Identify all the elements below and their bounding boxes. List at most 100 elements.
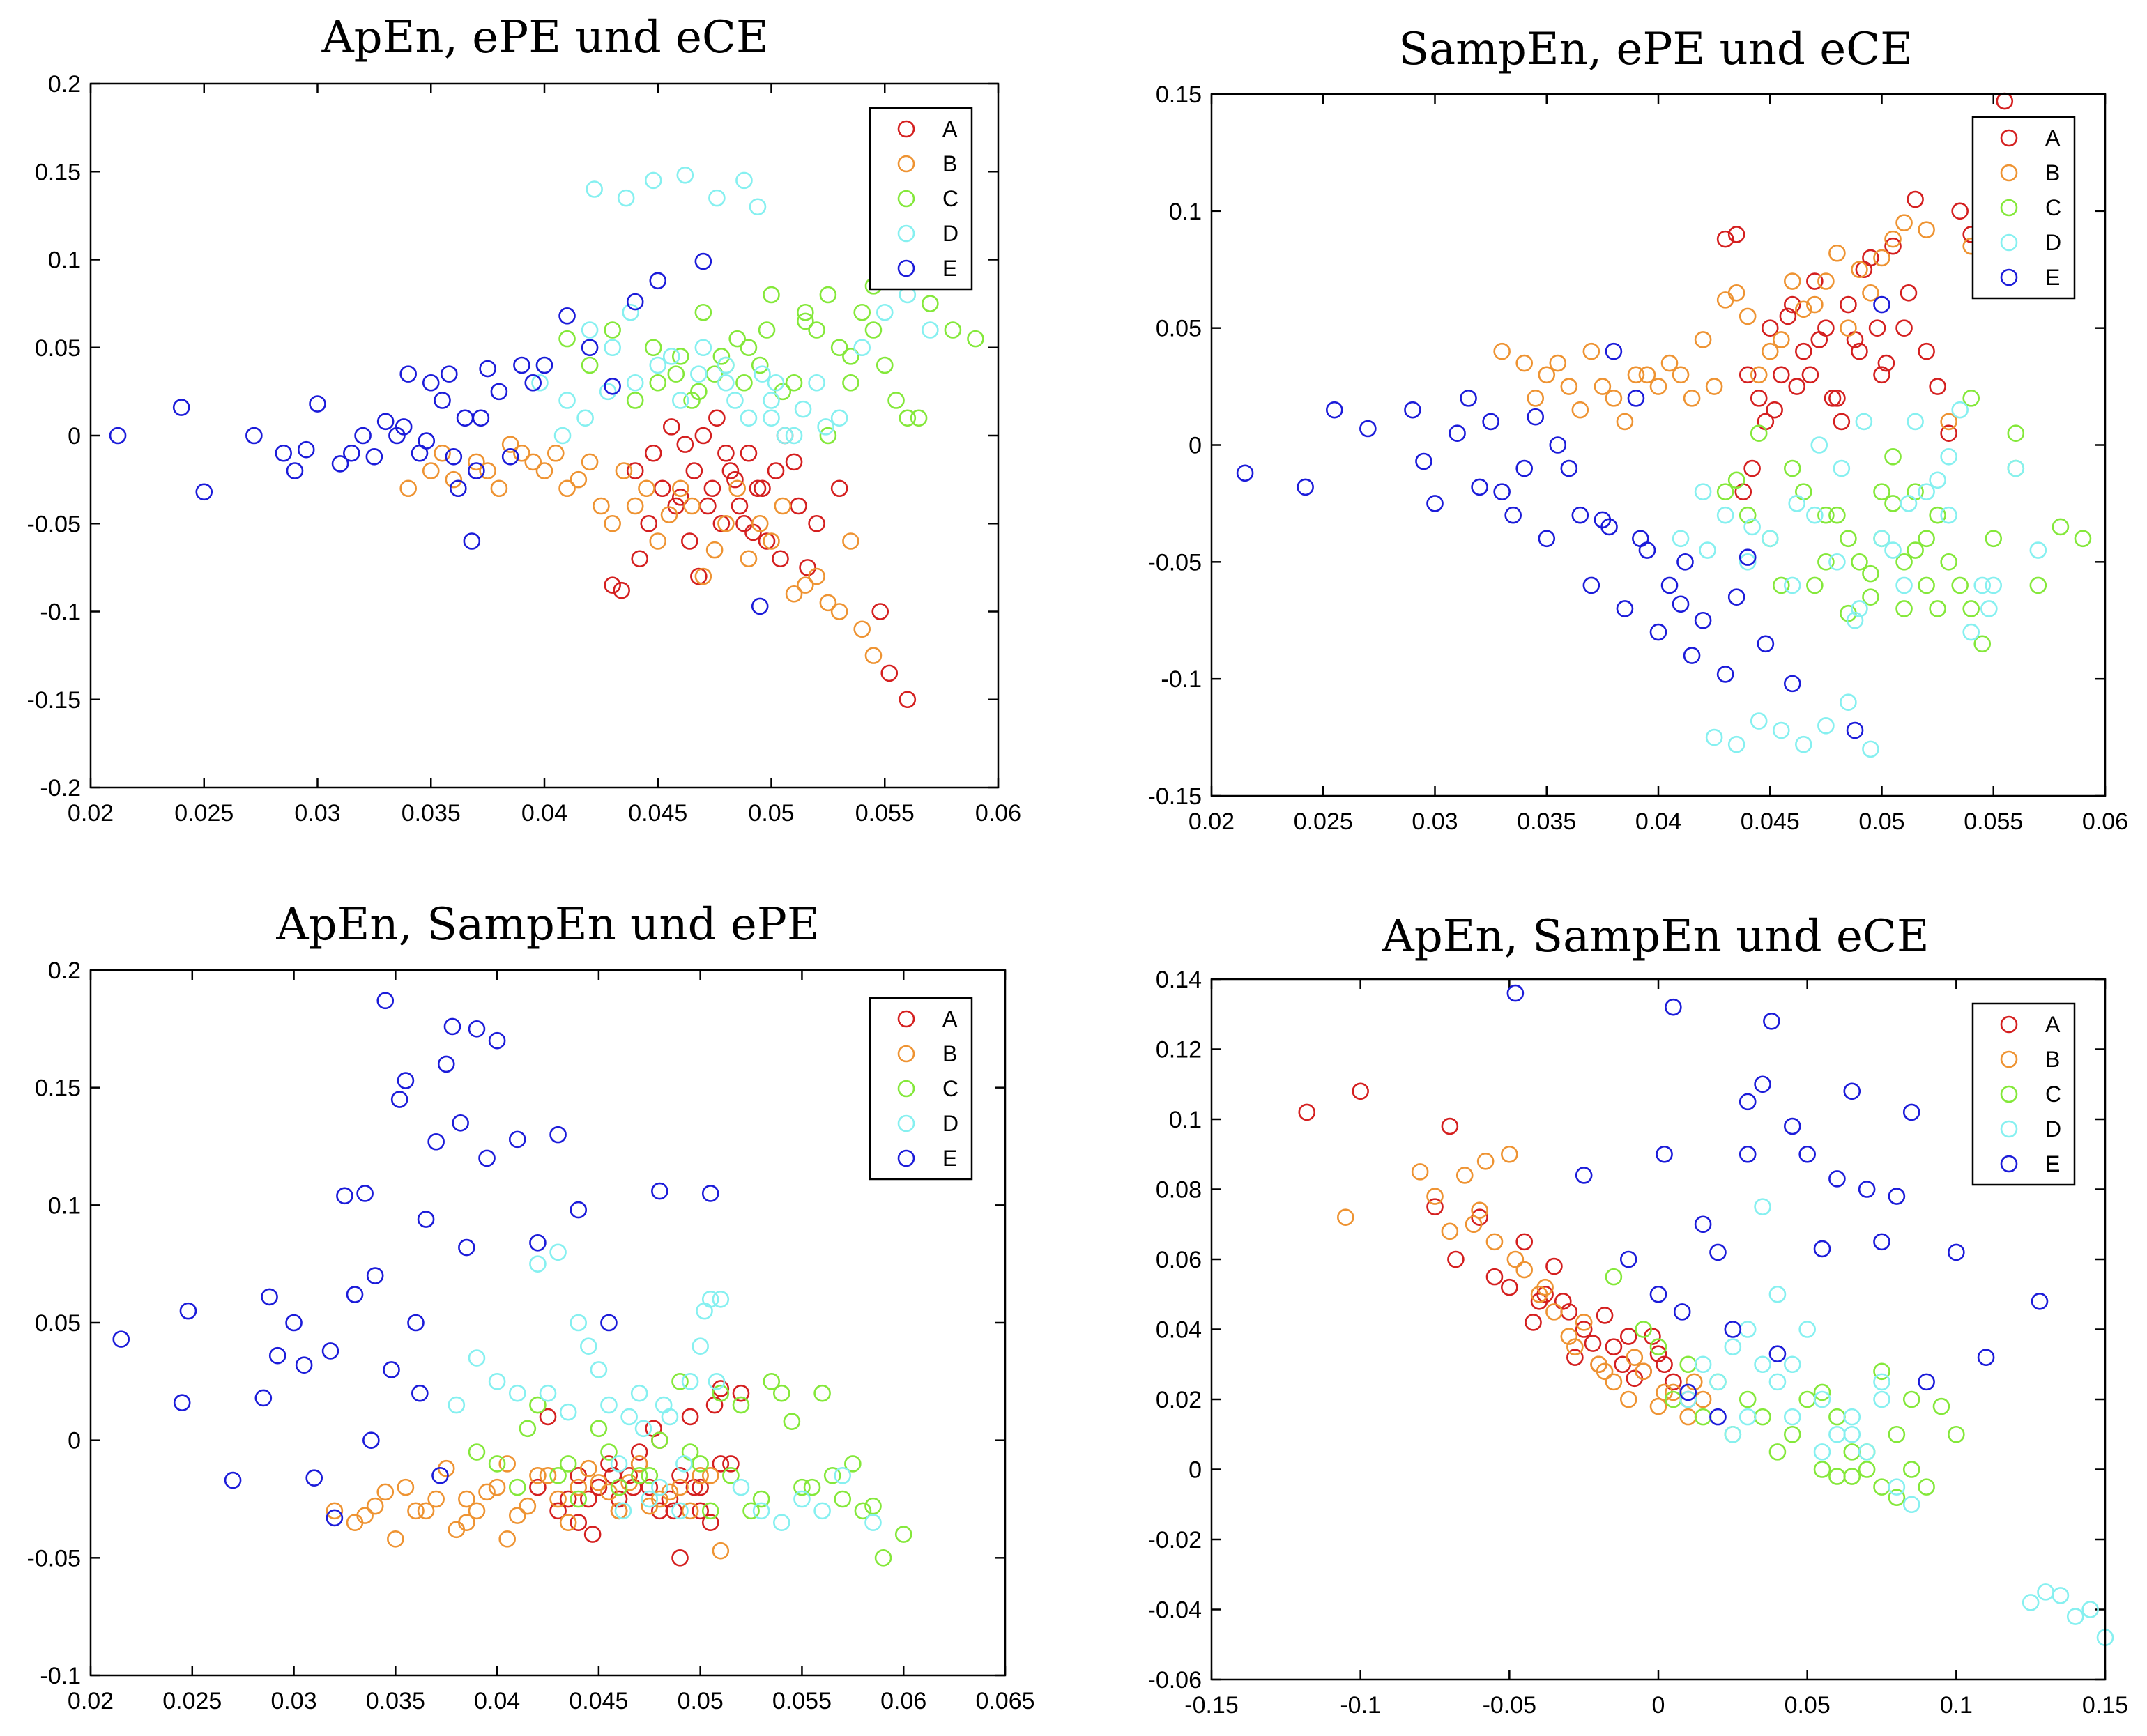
scatter-point-E [1549,436,1567,454]
scatter-point-D [1940,506,1957,524]
scatter-point-B [1536,1278,1554,1296]
x-axis-ticks: 0.02 0.025 0.03 0.035 0.04 0.045 0.05 0.055 0.06 [1189,94,2128,835]
scatter-point-E [1918,1373,1935,1391]
scatter-point-B [529,1466,547,1484]
scatter-point-C [1784,459,1801,477]
scatter-point-A [1352,1082,1369,1100]
scatter-point-E [549,1126,567,1144]
scatter-point-E [1724,1321,1742,1338]
scatter-point-D [1907,413,1924,431]
scatter-point-C [1784,1425,1801,1443]
scatter-point-A [1566,1349,1584,1366]
panel-title: ApEn, SampEn und eCE [1381,911,1929,962]
scatter-point-B [559,1514,577,1532]
scatter-point-E [1846,721,1864,739]
scatter-point-C [1806,576,1824,594]
legend-marker-C [2000,199,2018,217]
scatter-point-E [529,1234,547,1252]
scatter-point-B [692,1466,709,1484]
scatter-point-C [712,1384,730,1402]
y-tick-label: 0.12 [1156,1037,1202,1063]
scatter-point-A [1817,319,1835,337]
scatter-point-C [854,1502,872,1520]
scatter-point-C [922,295,939,312]
scatter-point-E [407,1314,425,1332]
scatter-panel-apen-epe-ece: ApEn, ePE und eCE 0.02 0.025 0.03 0.035 0.04… [27,12,1022,827]
scatter-panel-apen-sampen-epe: ApEn, SampEn und ePE 0.02 0.025 0.03 0.035 0… [27,899,1035,1714]
scatter-point-D [488,1373,506,1390]
scatter-point-B [581,453,599,471]
scatter-point-C [692,1455,709,1473]
scatter-point-D [735,171,753,190]
legend-marker-E [2000,1155,2018,1173]
y-tick-label: 0.05 [35,1310,81,1337]
scatter-point-E [1460,390,1477,407]
scatter-point-D [634,1420,652,1438]
scatter-point-B [604,514,621,532]
scatter-point-A [692,1502,709,1520]
scatter-point-E [468,1020,486,1038]
scatter-point-A [671,489,689,506]
scatter-point-C [1962,390,1980,407]
scatter-point-D [1772,721,1790,739]
scatter-point-B [1605,1373,1623,1391]
scatter-point-B [1455,1167,1474,1184]
scatter-point-A [1545,1257,1563,1275]
scatter-point-B [1649,378,1667,395]
scatter-point-D [1795,735,1812,753]
scatter-point-E [490,383,508,401]
scatter-point-A [1447,1250,1465,1268]
scatter-point-C [1888,1489,1906,1506]
scatter-point-E [1527,408,1545,426]
scatter-point-E [1656,1145,1673,1163]
x-tick-label: 0.04 [1635,808,1681,835]
x-tick-label: 0.1 [1940,1692,1973,1719]
scatter-point-B [649,532,667,550]
scatter-point-D [830,409,848,427]
scatter-point-D [1858,1443,1876,1461]
scatter-point-A [1855,261,1873,279]
scatter-point-A [613,581,630,599]
y-tick-label: -0.1 [40,1663,81,1689]
x-tick-label: 0.15 [2082,1692,2128,1719]
x-tick-label: 0.04 [474,1688,520,1714]
scatter-point-E [1449,424,1466,443]
scatter-point-E [1977,1349,1995,1366]
scatter-point-B [1566,1338,1584,1355]
scatter-point-B [641,1497,659,1515]
scatter-point-C [1679,1355,1697,1374]
scatter-point-C [1843,1443,1861,1461]
x-tick-label: 0.035 [366,1688,425,1714]
scatter-point-A [1795,342,1812,360]
x-tick-label: 0.055 [855,800,915,827]
scatter-point-C [763,286,780,304]
x-tick-label: 0.025 [162,1688,222,1714]
scatter-point-E [1768,1345,1787,1362]
y-tick-label: 0.08 [1156,1177,1202,1204]
scatter-point-D [662,348,680,365]
scatter-point-D [1694,1355,1712,1374]
scatter-point-A [1649,1345,1667,1362]
scatter-point-B [1694,331,1712,348]
x-tick-label: 0.045 [1741,808,1800,835]
scatter-point-D [676,167,694,184]
scatter-point-B [356,1507,374,1524]
scatter-point-B [1784,272,1801,290]
scatter-point-D [717,356,735,374]
panel-title: ApEn, SampEn und ePE [275,899,819,951]
scatter-point-B [853,620,871,638]
scatter-point-C [785,374,803,392]
scatter-point-A [559,1490,577,1508]
scatter-point-C [694,303,712,321]
scatter-point-D [614,1502,632,1520]
scatter-point-E [1560,459,1578,477]
scatter-point-E [295,1356,313,1374]
scatter-point-C [1851,553,1868,571]
scatter-point-C [819,427,837,445]
scatter-point-D [808,374,825,392]
scatter-point-E [383,1361,400,1378]
scatter-point-C [519,1420,537,1438]
scatter-point-B [1515,1261,1533,1279]
scatter-point-B [478,1483,496,1501]
